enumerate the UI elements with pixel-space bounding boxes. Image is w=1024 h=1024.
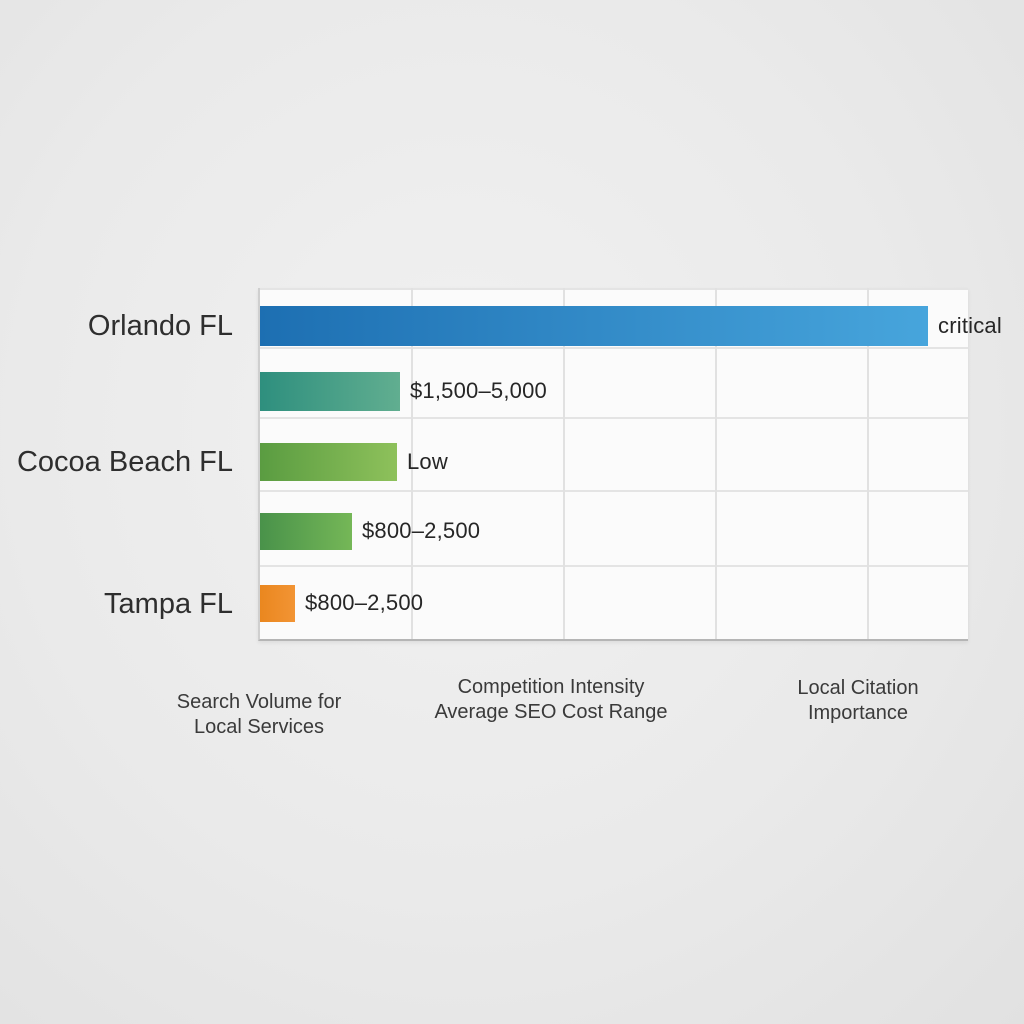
bar-value-label: $800–2,500 [362, 518, 481, 543]
xaxis-label-line: Local Services [193, 716, 325, 738]
xaxis-label-line: Importance [807, 702, 909, 724]
bar-value-label: $800–2,500 [305, 590, 424, 615]
xaxis-label-competition-cost: Competition Intensity Average SEO Cost R… [434, 675, 667, 725]
bar-cocoa-beach-competition [260, 443, 397, 481]
xaxis-label-search-volume: Search Volume for Local Services [177, 690, 342, 740]
category-label-tampa: Tampa FL [104, 588, 233, 620]
xaxis-label-line: Average SEO Cost Range [434, 701, 668, 723]
gridline-vertical [715, 288, 717, 639]
xaxis-label-citation-importance: Local Citation Importance [797, 676, 918, 726]
bar-value-label: Low [407, 449, 448, 474]
gridline-vertical [563, 288, 565, 639]
bar-value-label: critical [938, 313, 1002, 338]
xaxis-label-line: Search Volume for [176, 691, 342, 713]
bar-orlando-citation-importance [260, 306, 928, 346]
gridline-horizontal [260, 288, 968, 290]
bar-value-label: $1,500–5,000 [410, 378, 547, 403]
category-label-orlando: Orlando FL [87, 310, 233, 342]
gridline-vertical [867, 288, 869, 639]
gridline-horizontal [260, 490, 968, 492]
gridline-vertical [411, 288, 413, 639]
gridline-horizontal [260, 565, 968, 567]
xaxis-label-line: Local Citation [797, 677, 919, 699]
bar-orlando-seo-cost [260, 372, 400, 411]
plot-area: critical $1,500–5,000 Low $800–2,500 $80… [258, 288, 1002, 641]
bar-tampa-seo-cost [260, 585, 295, 622]
gridline-horizontal [260, 417, 968, 419]
category-label-cocoa-beach: Cocoa Beach FL [16, 446, 233, 478]
bar-cocoa-beach-seo-cost [260, 513, 352, 550]
gridline-horizontal [260, 347, 968, 349]
xaxis-label-line: Competition Intensity [457, 676, 645, 698]
